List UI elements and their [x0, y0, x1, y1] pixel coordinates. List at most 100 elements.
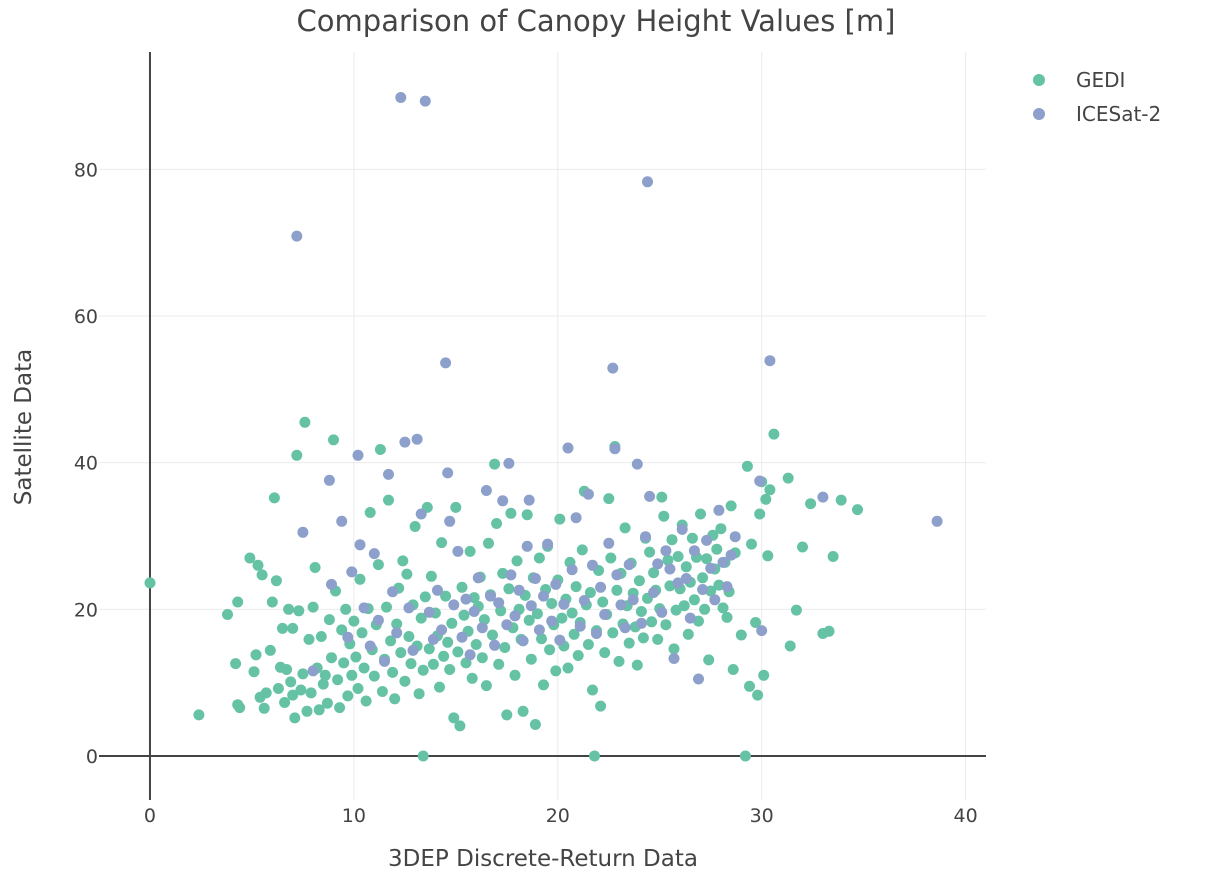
data-point	[790, 604, 802, 616]
data-point	[493, 658, 505, 670]
data-point	[297, 668, 309, 680]
data-point	[578, 595, 590, 606]
data-point	[754, 475, 766, 487]
data-point	[193, 709, 205, 721]
data-point	[739, 750, 751, 762]
data-point	[268, 492, 280, 504]
data-point	[144, 577, 156, 589]
x-axis-label: 3DEP Discrete-Return Data	[388, 846, 698, 872]
data-point	[589, 750, 600, 762]
data-point	[387, 586, 399, 598]
data-point	[635, 606, 647, 617]
tick-labels: 0 10 20 30 40 0 20 40 60 80	[74, 159, 978, 827]
data-point	[619, 622, 631, 634]
data-point	[272, 683, 284, 694]
data-point	[356, 627, 368, 639]
data-point	[444, 515, 456, 527]
data-point	[266, 596, 278, 608]
data-point	[721, 611, 733, 623]
data-point	[230, 658, 242, 670]
data-point	[582, 639, 594, 650]
data-point	[852, 504, 863, 516]
zero-lines	[99, 52, 986, 800]
data-point	[538, 590, 549, 602]
data-point	[611, 584, 623, 596]
data-point	[805, 498, 817, 510]
data-point	[489, 458, 501, 470]
data-point	[701, 534, 713, 546]
data-point	[480, 680, 492, 692]
data-point	[354, 573, 366, 585]
data-point	[250, 649, 262, 661]
data-point	[735, 629, 747, 641]
legend[interactable]: GEDI ICESat-2	[1033, 68, 1161, 126]
data-point	[652, 633, 664, 645]
data-point	[423, 606, 435, 618]
data-point	[627, 594, 639, 606]
x-tick-label: 10	[342, 805, 366, 827]
data-point	[611, 569, 623, 581]
data-point	[676, 523, 688, 535]
data-point	[501, 619, 513, 631]
x-tick-label: 30	[750, 805, 774, 827]
data-point	[442, 636, 454, 648]
legend-item[interactable]: GEDI	[1033, 68, 1125, 92]
data-point	[305, 687, 317, 699]
legend-label: GEDI	[1076, 68, 1125, 92]
data-point	[652, 558, 664, 570]
data-point	[599, 609, 611, 620]
legend-item[interactable]: ICESat-2	[1033, 102, 1161, 126]
data-point	[686, 532, 698, 544]
data-point	[346, 669, 358, 681]
data-point	[315, 631, 327, 642]
data-point	[680, 573, 692, 584]
x-tick-label: 0	[144, 805, 156, 827]
data-point	[293, 605, 305, 617]
data-point	[584, 587, 596, 598]
data-point	[346, 566, 358, 578]
data-point	[660, 545, 672, 557]
data-point	[729, 531, 741, 543]
data-point	[464, 545, 476, 557]
data-point	[750, 617, 762, 628]
data-point	[248, 666, 260, 678]
data-point	[458, 609, 470, 621]
data-point	[517, 705, 529, 717]
data-point	[476, 622, 488, 634]
data-point	[550, 578, 562, 590]
data-point	[754, 508, 766, 520]
data-point	[499, 642, 511, 653]
data-point	[297, 526, 309, 538]
data-point	[289, 712, 301, 724]
data-point	[595, 700, 607, 712]
data-point	[340, 603, 352, 615]
data-point	[483, 537, 494, 549]
data-point	[295, 684, 307, 696]
data-point	[658, 510, 670, 522]
data-point	[756, 625, 768, 637]
data-point	[438, 650, 450, 662]
data-point	[721, 581, 733, 593]
data-point	[374, 444, 386, 455]
data-point	[538, 679, 549, 691]
data-point	[391, 618, 403, 630]
data-point	[619, 522, 631, 534]
data-point	[715, 523, 727, 535]
data-point	[688, 594, 700, 606]
data-point	[287, 689, 299, 701]
data-point	[460, 657, 472, 669]
data-point	[287, 622, 299, 634]
y-tick-label: 0	[86, 746, 98, 768]
legend-marker	[1033, 74, 1045, 86]
data-point	[381, 601, 392, 613]
data-point	[244, 552, 256, 564]
data-point	[342, 631, 354, 643]
data-point	[423, 643, 435, 655]
data-point	[570, 512, 582, 524]
data-point	[607, 362, 619, 374]
data-point	[697, 572, 709, 584]
data-point	[444, 664, 456, 675]
data-point	[313, 704, 325, 716]
data-point	[364, 507, 376, 518]
